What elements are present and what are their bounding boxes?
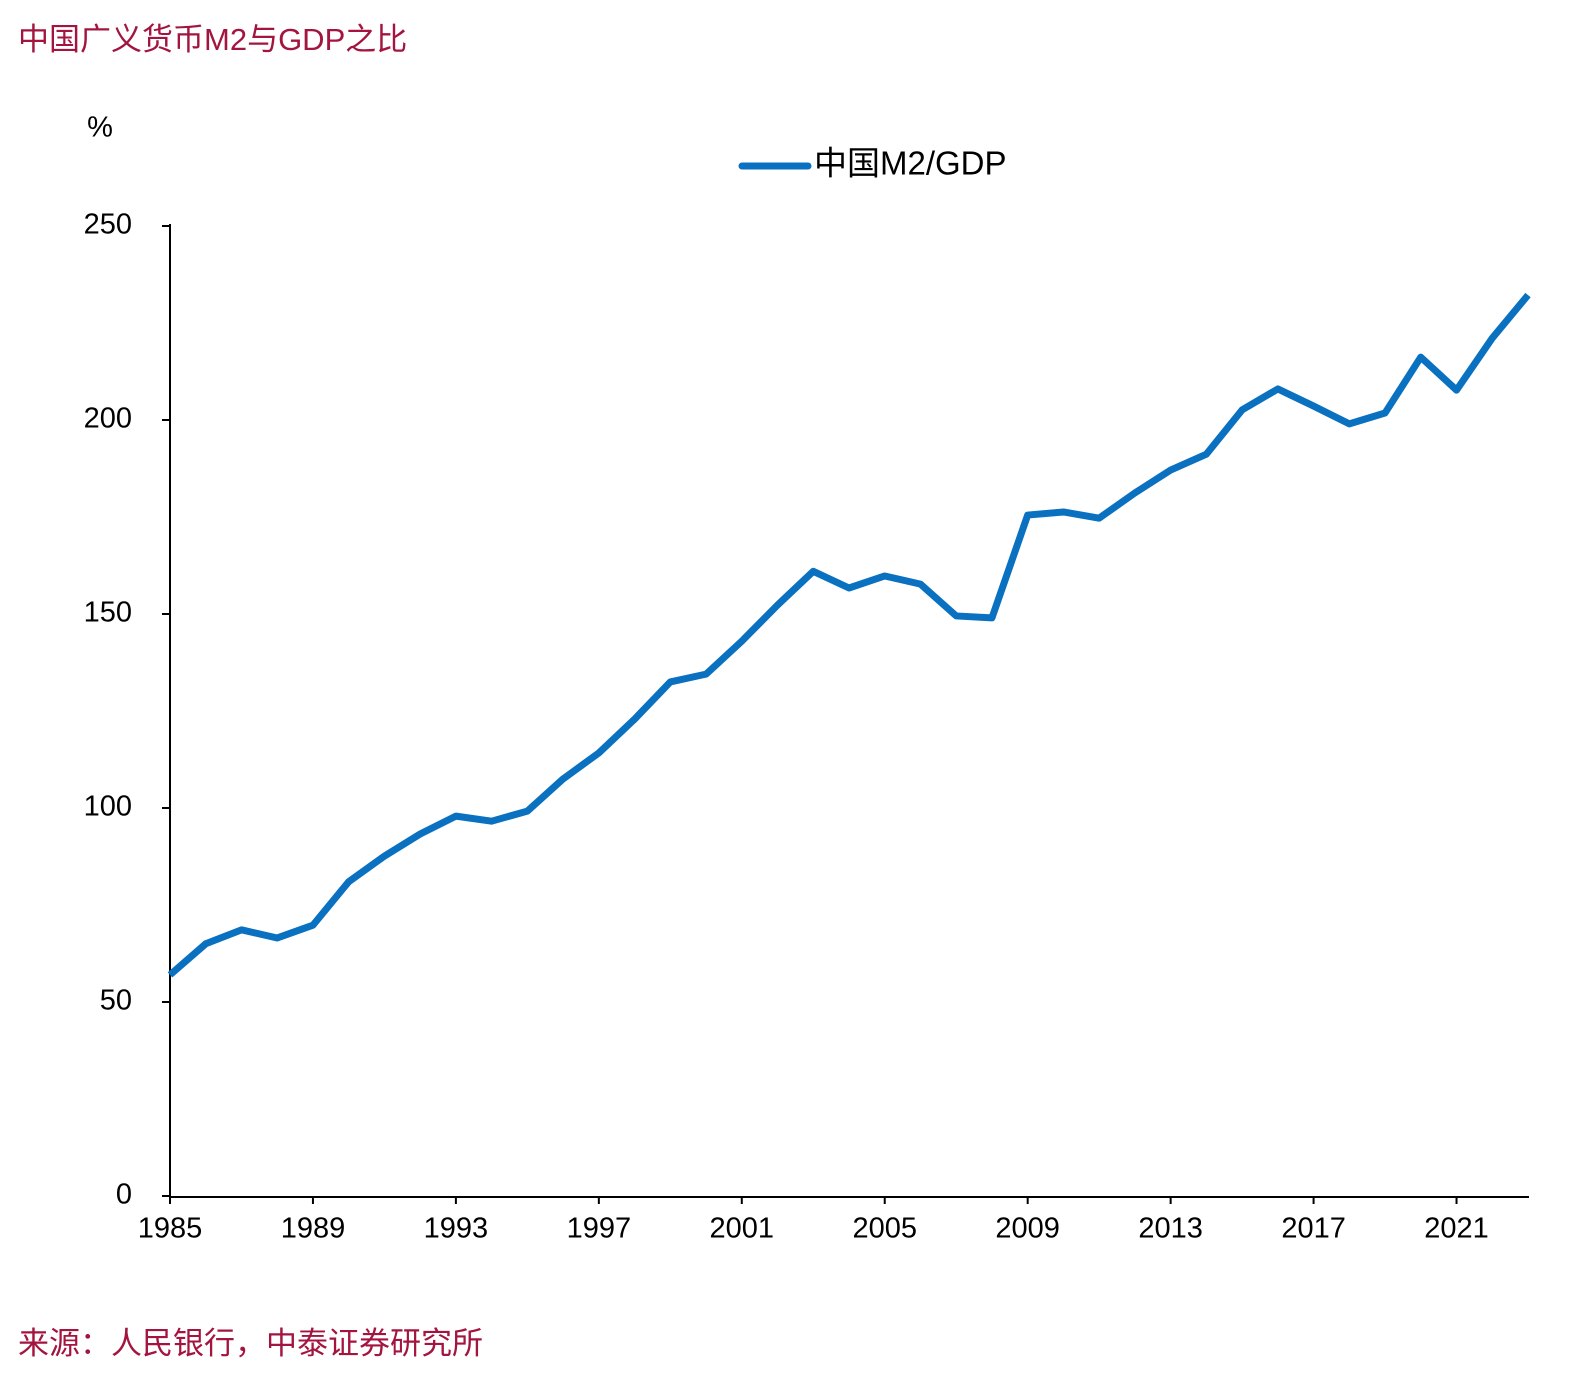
y-tick-label: 100: [84, 791, 132, 823]
x-tick-label: 2017: [1281, 1213, 1346, 1245]
x-tick-label: 2005: [852, 1213, 917, 1245]
x-tick-label: 1985: [138, 1213, 203, 1245]
x-tick-label: 2009: [995, 1213, 1060, 1245]
y-unit: %: [87, 112, 113, 144]
x-tick-label: 2021: [1424, 1213, 1489, 1245]
y-tick-label: 150: [84, 597, 132, 629]
y-tick-label: 250: [84, 209, 132, 241]
chart-title: 中国广义货币M2与GDP之比: [18, 22, 407, 57]
x-tick-label: 1989: [281, 1213, 346, 1245]
data-line: [167, 292, 1531, 978]
legend-label: 中国M2/GDP: [814, 145, 1007, 182]
x-tick-label: 1993: [424, 1213, 489, 1245]
x-tick-label: 2013: [1138, 1213, 1203, 1245]
y-tick-label: 200: [84, 403, 132, 435]
x-tick-label: 2001: [710, 1213, 775, 1245]
x-tick-label: 1997: [567, 1213, 632, 1245]
y-tick-label: 0: [116, 1179, 132, 1211]
y-tick-label: 50: [100, 985, 132, 1017]
source: 来源：人民银行，中泰证券研究所: [18, 1326, 483, 1361]
